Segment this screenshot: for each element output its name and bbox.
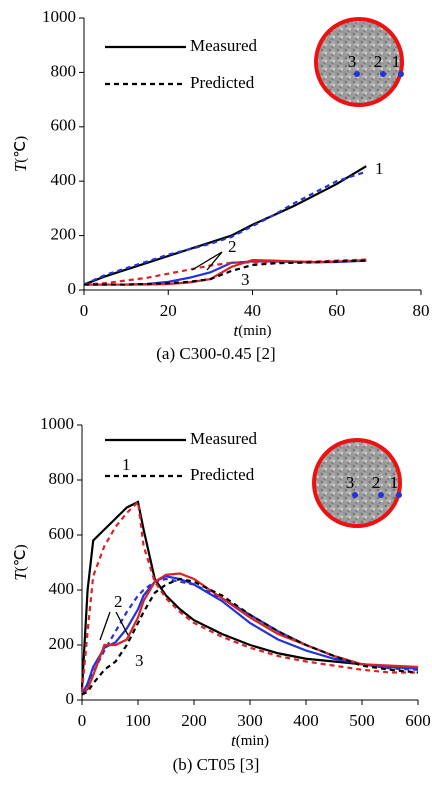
x-tick-label: 500 xyxy=(349,711,375,730)
point-annotation: 3 xyxy=(135,651,144,670)
y-tick-label: 1000 xyxy=(42,7,76,26)
x-label-symbol: t xyxy=(231,731,237,750)
y-tick-label: 1000 xyxy=(40,414,74,433)
legend-label: Predicted xyxy=(190,73,255,92)
annotation-arrow xyxy=(206,251,223,271)
legend-label: Measured xyxy=(190,429,258,448)
y-label-symbol: T xyxy=(11,161,30,172)
series-line xyxy=(83,165,367,286)
annotation-arrow xyxy=(99,611,111,641)
series-line xyxy=(81,572,419,696)
series-line xyxy=(81,575,419,695)
inset-point xyxy=(398,71,404,77)
inset-label: 2 xyxy=(374,52,383,71)
x-tick-label: 400 xyxy=(293,711,319,730)
inset-point xyxy=(380,71,386,77)
y-tick-label: 800 xyxy=(49,469,75,488)
x-tick-label: 20 xyxy=(160,301,177,320)
y-tick-label: 600 xyxy=(51,116,77,135)
x-tick-label: 600 xyxy=(405,711,431,730)
y-label-unit: (℃) xyxy=(13,544,29,571)
point-annotation: 2 xyxy=(114,592,123,611)
y-tick-label: 0 xyxy=(66,689,75,708)
x-label-unit: (min) xyxy=(238,323,271,339)
series-line xyxy=(80,499,418,692)
x-tick-label: 0 xyxy=(78,711,87,730)
y-tick-label: 200 xyxy=(49,634,75,653)
legend-label: Measured xyxy=(190,36,258,55)
y-label-unit: (℃) xyxy=(13,136,29,163)
series-line xyxy=(84,259,367,286)
y-tick-label: 400 xyxy=(49,579,75,598)
x-axis-label: t(min) xyxy=(231,731,269,750)
inset-point xyxy=(396,492,402,498)
x-tick-label: 100 xyxy=(125,711,151,730)
series-line xyxy=(84,258,367,286)
annotation-arrow xyxy=(115,611,129,636)
x-tick-label: 300 xyxy=(237,711,263,730)
y-tick-label: 400 xyxy=(51,170,77,189)
series-line xyxy=(83,258,367,286)
x-tick-label: 40 xyxy=(244,301,261,320)
y-axis-label: T(℃) xyxy=(11,136,30,172)
x-tick-label: 60 xyxy=(328,301,345,320)
inset-label: 3 xyxy=(348,52,357,71)
series-line xyxy=(81,577,419,696)
y-tick-label: 800 xyxy=(51,61,77,80)
x-axis-label: t(min) xyxy=(233,321,271,340)
series-line xyxy=(81,577,419,696)
x-tick-label: 0 xyxy=(80,301,89,320)
annotation-arrow xyxy=(191,251,223,271)
caption: (b) CT05 [3] xyxy=(173,755,260,774)
point-annotation: 1 xyxy=(375,159,384,178)
inset-label: 1 xyxy=(390,473,399,492)
series-line xyxy=(80,500,419,690)
y-tick-label: 200 xyxy=(51,225,77,244)
x-tick-label: 80 xyxy=(413,301,430,320)
y-label-symbol: T xyxy=(11,570,30,581)
inset-point xyxy=(354,71,360,77)
section-inset xyxy=(314,17,404,107)
series-line xyxy=(84,259,367,286)
x-label-unit: (min) xyxy=(236,733,269,749)
inset-label: 2 xyxy=(372,473,381,492)
y-tick-label: 0 xyxy=(68,279,77,298)
point-annotation: 2 xyxy=(228,237,237,256)
y-axis-label: T(℃) xyxy=(11,544,30,580)
x-tick-label: 200 xyxy=(181,711,207,730)
inset-label: 1 xyxy=(392,52,401,71)
y-tick-label: 600 xyxy=(49,524,75,543)
section-inset xyxy=(312,438,402,528)
series-line xyxy=(83,170,367,286)
caption: (a) C300-0.45 [2] xyxy=(156,344,275,363)
point-annotation: 1 xyxy=(122,455,131,474)
inset-label: 3 xyxy=(346,473,355,492)
point-annotation: 3 xyxy=(241,270,250,289)
legend-label: Predicted xyxy=(190,465,255,484)
x-label-symbol: t xyxy=(233,321,239,340)
inset-point xyxy=(378,492,384,498)
inset-point xyxy=(352,492,358,498)
